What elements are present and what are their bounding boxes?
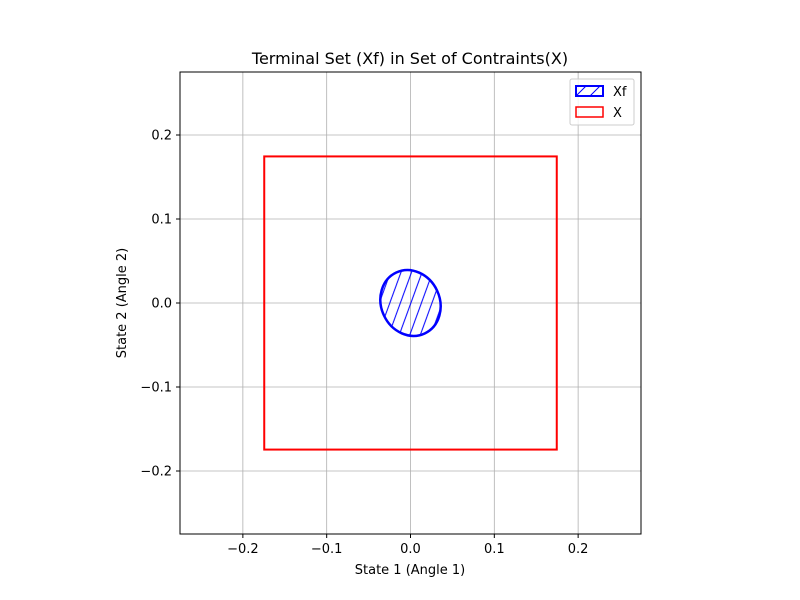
y-tick-label: 0.2	[151, 129, 172, 144]
plot-area	[263, 155, 558, 451]
x-tick-label: −0.2	[227, 542, 259, 557]
terminal-set-xf	[379, 268, 442, 338]
y-tick-label: −0.2	[140, 465, 172, 480]
y-tick-label: 0.1	[151, 213, 172, 228]
legend: Xf X	[569, 78, 635, 126]
x-tick-label: −0.1	[311, 542, 343, 557]
x-axis-label: State 1 (Angle 1)	[355, 563, 466, 578]
legend-label-xf: Xf	[613, 85, 627, 100]
legend-label-x: X	[613, 106, 622, 121]
y-tick-label: 0.0	[151, 297, 172, 312]
y-axis-label: State 2 (Angle 2)	[115, 248, 130, 359]
legend-swatch-xf	[575, 85, 604, 97]
constraint-set-x	[263, 155, 558, 451]
x-tick-label: 0.0	[400, 542, 421, 557]
ticks: −0.2 −0.1 0.0 0.1 0.2 −0.2 −0.1 0.0 0.1 0.2	[140, 129, 588, 558]
legend-swatch-x	[575, 106, 604, 118]
y-tick-label: −0.1	[140, 381, 172, 396]
x-tick-label: 0.1	[484, 542, 505, 557]
chart-title: Terminal Set (Xf) in Set of Contraints(X…	[251, 49, 568, 68]
x-tick-label: 0.2	[568, 542, 589, 557]
